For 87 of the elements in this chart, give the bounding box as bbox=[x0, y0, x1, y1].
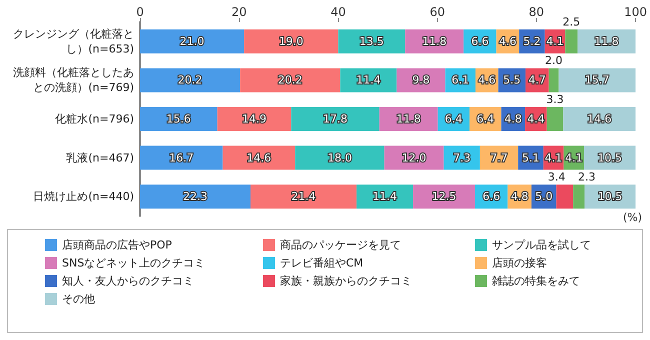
bar bbox=[140, 184, 251, 209]
data-label: 4.8 bbox=[510, 190, 528, 204]
data-label: 16.7 bbox=[169, 151, 194, 164]
y-tick-label: 乳液(n=467) bbox=[66, 151, 134, 164]
legend-label: 店頭商品の広告やPOP bbox=[62, 238, 172, 252]
data-label: 4.6 bbox=[478, 74, 496, 87]
data-label: 14.6 bbox=[587, 112, 612, 126]
data-label: 2.5 bbox=[562, 15, 580, 28]
data-label: 11.8 bbox=[422, 34, 447, 48]
data-label: 10.5 bbox=[598, 151, 622, 164]
data-label: 11.4 bbox=[372, 190, 398, 204]
bar bbox=[140, 29, 244, 54]
legend-label: SNSなどネット上のクチコミ bbox=[62, 256, 206, 270]
bar bbox=[573, 184, 585, 209]
data-label: 12.5 bbox=[432, 190, 456, 204]
bar bbox=[291, 107, 380, 131]
data-label: 4.1 bbox=[546, 34, 564, 48]
data-label: 5.2 bbox=[523, 34, 541, 48]
data-label: 10.5 bbox=[598, 190, 622, 204]
annotation: (%) bbox=[622, 211, 642, 224]
data-label: 7.3 bbox=[453, 151, 471, 164]
bar bbox=[548, 68, 559, 92]
data-label: 2.3 bbox=[578, 170, 596, 184]
bar bbox=[558, 68, 636, 92]
y-tick-label: 洗顔料（化粧落としたあとの洗顔）(n=769) bbox=[13, 66, 134, 94]
data-label: 15.6 bbox=[166, 112, 191, 126]
data-label: 21.4 bbox=[291, 190, 316, 204]
data-label: 20.2 bbox=[278, 74, 302, 87]
bar bbox=[565, 29, 578, 54]
bar bbox=[250, 184, 357, 209]
data-label: 11.8 bbox=[594, 34, 619, 48]
legend-label: テレビ番組やCM bbox=[280, 256, 364, 270]
data-label: 3.3 bbox=[546, 93, 564, 106]
bar bbox=[140, 68, 240, 92]
legend-label: 商品のパッケージを見て bbox=[280, 238, 401, 252]
data-label: 15.7 bbox=[584, 74, 610, 87]
data-label: 5.5 bbox=[503, 74, 521, 87]
x-tick-label: 60 bbox=[430, 5, 445, 19]
x-tick-label: 100 bbox=[624, 5, 647, 19]
data-label: 14.9 bbox=[242, 112, 266, 126]
data-label: 5.0 bbox=[535, 190, 553, 204]
data-label: 9.8 bbox=[412, 74, 430, 87]
legend-label: 知人・友人からのクチコミ bbox=[62, 274, 194, 288]
data-label: 7.7 bbox=[490, 151, 508, 164]
y-tick-label: 日焼け止め(n=440) bbox=[33, 190, 134, 204]
data-label: 21.0 bbox=[180, 34, 204, 48]
data-label: 4.1 bbox=[544, 151, 562, 164]
y-tick-label: クレンジング（化粧落とし）(n=653) bbox=[13, 27, 134, 56]
data-label: 14.6 bbox=[246, 151, 272, 164]
x-tick-label: 40 bbox=[330, 5, 346, 19]
y-tick-label: 化粧水(n=796) bbox=[55, 112, 134, 126]
data-label: 6.4 bbox=[444, 112, 462, 126]
data-label: 4.6 bbox=[498, 34, 516, 48]
data-label: 12.0 bbox=[402, 151, 426, 164]
data-label: 22.3 bbox=[183, 190, 208, 204]
data-label: 2.0 bbox=[545, 54, 563, 68]
bar bbox=[240, 68, 340, 92]
bar bbox=[546, 107, 564, 131]
data-label: 4.7 bbox=[528, 74, 546, 87]
data-label: 4.4 bbox=[527, 112, 545, 126]
data-label: 4.1 bbox=[565, 151, 583, 164]
data-label: 6.6 bbox=[482, 190, 500, 204]
legend-label: 雑誌の特集をみて bbox=[492, 274, 580, 288]
x-tick-label: 20 bbox=[231, 5, 247, 19]
legend-label: サンプル品を試して bbox=[492, 238, 591, 252]
data-label: 6.1 bbox=[452, 74, 470, 87]
data-label: 11.4 bbox=[356, 74, 381, 87]
data-label: 20.2 bbox=[178, 74, 202, 87]
legend-label: 家族・親族からのクチコミ bbox=[280, 274, 412, 288]
data-label: 11.8 bbox=[396, 112, 421, 126]
data-label: 18.0 bbox=[327, 151, 352, 164]
bar bbox=[244, 29, 338, 54]
data-label: 19.0 bbox=[278, 34, 304, 48]
legend-label: その他 bbox=[62, 292, 95, 306]
bar bbox=[556, 184, 574, 209]
data-label: 17.8 bbox=[322, 112, 348, 126]
data-label: 6.4 bbox=[476, 112, 494, 126]
data-label: 3.4 bbox=[548, 170, 566, 184]
data-label: 6.6 bbox=[471, 34, 489, 48]
bar bbox=[295, 146, 384, 170]
x-tick-label: 0 bbox=[136, 5, 144, 19]
data-label: 13.5 bbox=[359, 34, 384, 48]
data-label: 5.1 bbox=[522, 151, 540, 164]
legend-label: 店頭の接客 bbox=[492, 256, 547, 270]
bar bbox=[140, 146, 223, 170]
x-tick-label: 80 bbox=[528, 5, 544, 19]
data-label: 4.8 bbox=[504, 112, 522, 126]
